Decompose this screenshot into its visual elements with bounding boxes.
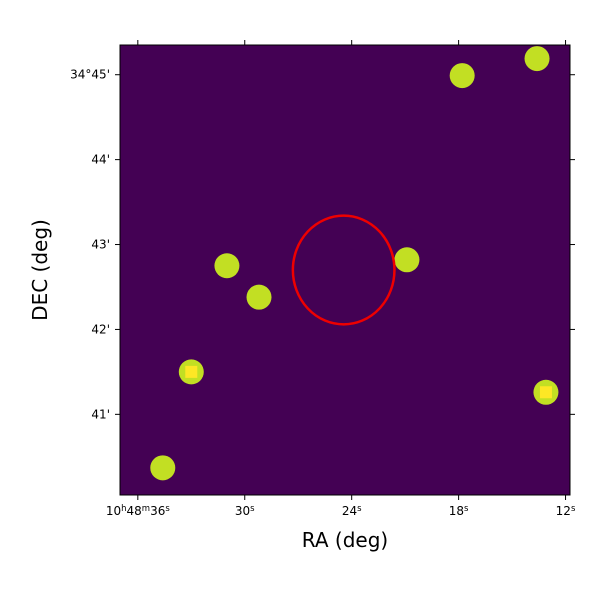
source-4 bbox=[246, 284, 272, 310]
x-tick-label-2: 30s bbox=[235, 504, 255, 518]
source-1 bbox=[449, 63, 475, 89]
y-tick-label-4: 42' bbox=[91, 322, 110, 336]
square-marker-2 bbox=[539, 386, 552, 399]
y-tick-label-2: 44' bbox=[91, 153, 110, 167]
square-markers-layer bbox=[185, 365, 552, 399]
x-tick-label-5: 12s bbox=[556, 504, 576, 518]
y-tick-label-3: 43' bbox=[91, 238, 110, 252]
x-axis-label: RA (deg) bbox=[302, 528, 388, 552]
source-2 bbox=[524, 46, 550, 72]
sources-layer bbox=[150, 46, 559, 481]
x-tick-label-1: 10h48m36s bbox=[106, 504, 171, 518]
x-tick-label-3: 24s bbox=[342, 504, 362, 518]
y-axis-label: DEC (deg) bbox=[28, 219, 52, 321]
source-5 bbox=[394, 247, 420, 273]
source-3 bbox=[214, 253, 240, 279]
source-7 bbox=[150, 455, 176, 481]
image-background bbox=[120, 45, 570, 495]
x-tick-label-4: 18s bbox=[449, 504, 469, 518]
y-tick-label-5: 41' bbox=[91, 407, 110, 421]
y-tick-label-1: 34°45' bbox=[70, 68, 110, 82]
ticks-layer: 10h48m36s 30s 24s 18s 12s 34°45' 44' 43' 42' 41' bbox=[70, 40, 576, 518]
square-marker-1 bbox=[185, 365, 198, 378]
region-ellipse bbox=[291, 214, 396, 326]
plot-frame bbox=[119, 44, 571, 496]
